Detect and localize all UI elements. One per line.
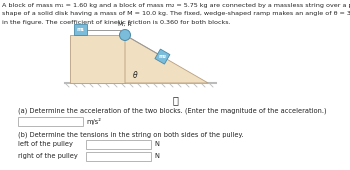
Text: (b) Determine the tensions in the string on both sides of the pulley.: (b) Determine the tensions in the string… xyxy=(18,132,244,139)
Bar xyxy=(86,140,151,149)
Text: θ: θ xyxy=(133,71,137,80)
Text: (a) Determine the acceleration of the two blocks. (Enter the magnitude of the ac: (a) Determine the acceleration of the tw… xyxy=(18,108,327,115)
Text: m₂: m₂ xyxy=(159,54,166,59)
Polygon shape xyxy=(155,49,170,64)
Text: A block of mass m₁ = 1.60 kg and a block of mass m₂ = 5.75 kg are connected by a: A block of mass m₁ = 1.60 kg and a block… xyxy=(2,3,350,8)
Text: m₁: m₁ xyxy=(77,27,84,32)
Bar xyxy=(74,24,87,35)
Polygon shape xyxy=(125,35,208,83)
Text: M, R: M, R xyxy=(118,21,132,27)
Circle shape xyxy=(119,30,131,40)
Text: right of the pulley: right of the pulley xyxy=(18,153,78,159)
Text: N: N xyxy=(154,154,159,159)
Bar xyxy=(70,35,125,83)
Bar xyxy=(86,152,151,161)
Text: shape of a solid disk having a mass of M = 10.0 kg. The fixed, wedge-shaped ramp: shape of a solid disk having a mass of M… xyxy=(2,12,350,16)
Text: m/s²: m/s² xyxy=(86,118,101,125)
Text: in the figure. The coefficient of kinetic friction is 0.360 for both blocks.: in the figure. The coefficient of kineti… xyxy=(2,20,231,25)
Bar xyxy=(18,117,83,126)
Text: ⓘ: ⓘ xyxy=(172,95,178,105)
Text: N: N xyxy=(154,141,159,148)
Text: left of the pulley: left of the pulley xyxy=(18,141,73,147)
